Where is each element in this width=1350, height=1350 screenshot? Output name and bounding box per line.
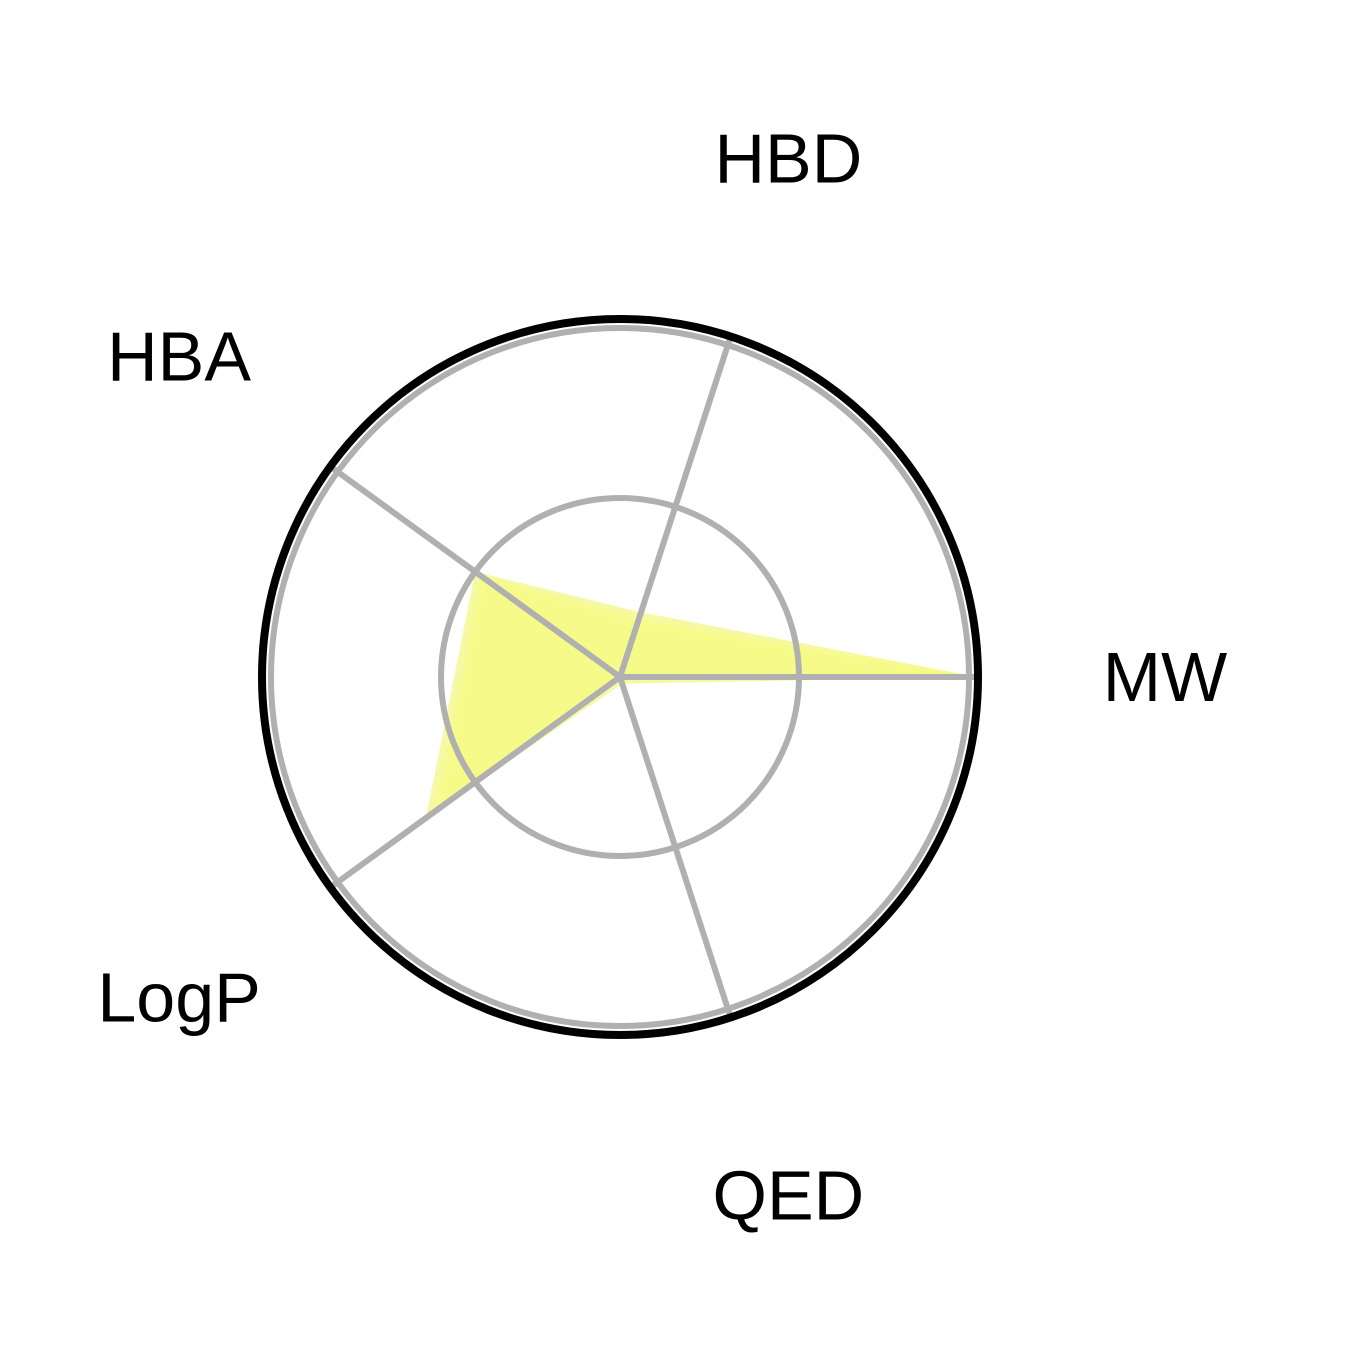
axis-spoke-qed <box>617 676 733 1015</box>
outer-frame <box>258 315 982 1039</box>
axis-label-logp: LogP <box>97 958 260 1036</box>
axis-label-group: MW HBD HBA LogP QED <box>97 120 1227 1235</box>
axis-label-qed: QED <box>713 1156 865 1234</box>
axis-spoke-hba <box>331 466 622 680</box>
series-polygon <box>434 576 979 812</box>
axis-spoke-logp <box>331 674 622 888</box>
axis-label-mw: MW <box>1103 638 1227 716</box>
axis-label-hba: HBA <box>107 318 251 396</box>
axis-label-hbd: HBD <box>715 120 863 198</box>
grid-group <box>268 325 974 1029</box>
axis-spoke-hbd <box>617 339 733 678</box>
